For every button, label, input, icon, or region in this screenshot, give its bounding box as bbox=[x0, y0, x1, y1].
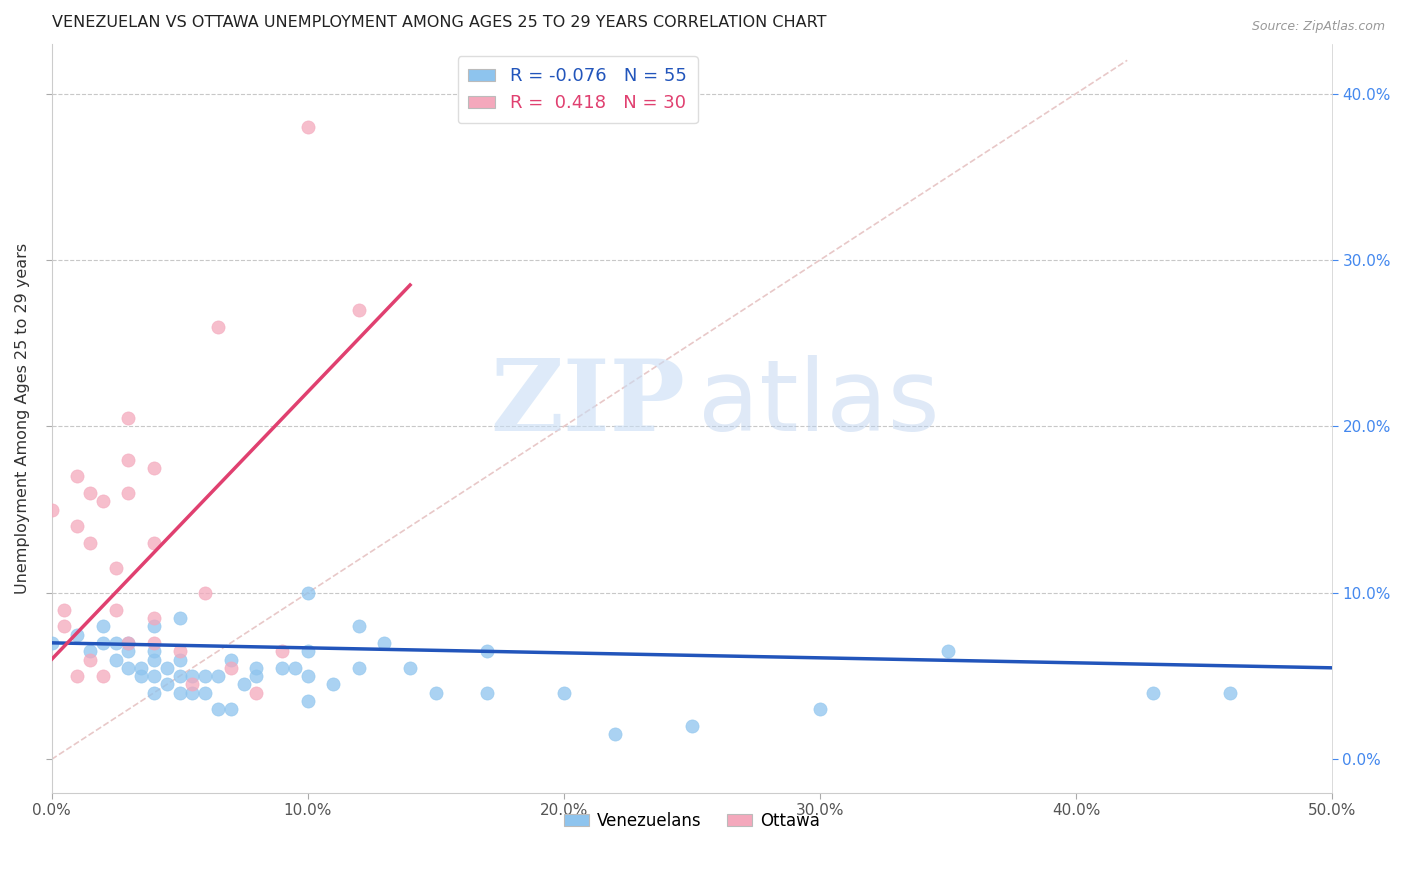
Point bbox=[79, 486, 101, 500]
Point bbox=[271, 644, 294, 658]
Point bbox=[322, 677, 344, 691]
Point bbox=[41, 502, 63, 516]
Point bbox=[181, 677, 204, 691]
Point bbox=[219, 661, 242, 675]
Point bbox=[347, 303, 370, 318]
Point bbox=[41, 636, 63, 650]
Point bbox=[475, 644, 498, 658]
Point bbox=[104, 652, 127, 666]
Point bbox=[143, 636, 166, 650]
Point bbox=[104, 561, 127, 575]
Legend: Venezuelans, Ottawa: Venezuelans, Ottawa bbox=[557, 805, 827, 837]
Point bbox=[129, 661, 152, 675]
Point bbox=[399, 661, 422, 675]
Point bbox=[169, 652, 191, 666]
Point bbox=[169, 611, 191, 625]
Point bbox=[936, 644, 959, 658]
Point bbox=[373, 636, 395, 650]
Text: Source: ZipAtlas.com: Source: ZipAtlas.com bbox=[1251, 20, 1385, 33]
Point bbox=[143, 652, 166, 666]
Point bbox=[271, 661, 294, 675]
Point bbox=[117, 411, 139, 425]
Point bbox=[117, 486, 139, 500]
Y-axis label: Unemployment Among Ages 25 to 29 years: Unemployment Among Ages 25 to 29 years bbox=[15, 243, 30, 594]
Point bbox=[117, 452, 139, 467]
Point bbox=[194, 686, 217, 700]
Text: ZIP: ZIP bbox=[491, 355, 685, 451]
Point bbox=[53, 602, 76, 616]
Point bbox=[117, 636, 139, 650]
Point bbox=[143, 536, 166, 550]
Point bbox=[284, 661, 307, 675]
Point bbox=[66, 669, 89, 683]
Point bbox=[219, 702, 242, 716]
Point bbox=[156, 677, 179, 691]
Point bbox=[91, 494, 114, 508]
Point bbox=[219, 652, 242, 666]
Point bbox=[143, 611, 166, 625]
Point bbox=[297, 669, 319, 683]
Point bbox=[347, 661, 370, 675]
Point bbox=[117, 661, 139, 675]
Point bbox=[91, 636, 114, 650]
Point bbox=[169, 669, 191, 683]
Point bbox=[143, 686, 166, 700]
Point bbox=[297, 120, 319, 134]
Point bbox=[1219, 686, 1241, 700]
Point bbox=[79, 536, 101, 550]
Point bbox=[53, 619, 76, 633]
Point bbox=[808, 702, 831, 716]
Point bbox=[553, 686, 575, 700]
Point bbox=[66, 627, 89, 641]
Point bbox=[681, 719, 703, 733]
Point bbox=[232, 677, 254, 691]
Point bbox=[143, 461, 166, 475]
Point bbox=[181, 669, 204, 683]
Text: atlas: atlas bbox=[699, 355, 939, 451]
Point bbox=[79, 652, 101, 666]
Point bbox=[297, 694, 319, 708]
Point bbox=[603, 727, 626, 741]
Point bbox=[66, 469, 89, 483]
Point bbox=[129, 669, 152, 683]
Point bbox=[194, 669, 217, 683]
Point bbox=[143, 644, 166, 658]
Point bbox=[117, 636, 139, 650]
Point bbox=[104, 636, 127, 650]
Text: VENEZUELAN VS OTTAWA UNEMPLOYMENT AMONG AGES 25 TO 29 YEARS CORRELATION CHART: VENEZUELAN VS OTTAWA UNEMPLOYMENT AMONG … bbox=[52, 15, 827, 30]
Point bbox=[91, 669, 114, 683]
Point bbox=[207, 319, 229, 334]
Point bbox=[245, 661, 267, 675]
Point bbox=[207, 702, 229, 716]
Point bbox=[425, 686, 447, 700]
Point bbox=[245, 686, 267, 700]
Point bbox=[143, 669, 166, 683]
Point bbox=[66, 519, 89, 533]
Point bbox=[143, 619, 166, 633]
Point bbox=[347, 619, 370, 633]
Point bbox=[1142, 686, 1164, 700]
Point bbox=[169, 686, 191, 700]
Point bbox=[194, 586, 217, 600]
Point bbox=[245, 669, 267, 683]
Point bbox=[79, 644, 101, 658]
Point bbox=[475, 686, 498, 700]
Point bbox=[156, 661, 179, 675]
Point bbox=[117, 644, 139, 658]
Point bbox=[297, 644, 319, 658]
Point bbox=[91, 619, 114, 633]
Point bbox=[207, 669, 229, 683]
Point bbox=[181, 686, 204, 700]
Point bbox=[104, 602, 127, 616]
Point bbox=[297, 586, 319, 600]
Point bbox=[169, 644, 191, 658]
